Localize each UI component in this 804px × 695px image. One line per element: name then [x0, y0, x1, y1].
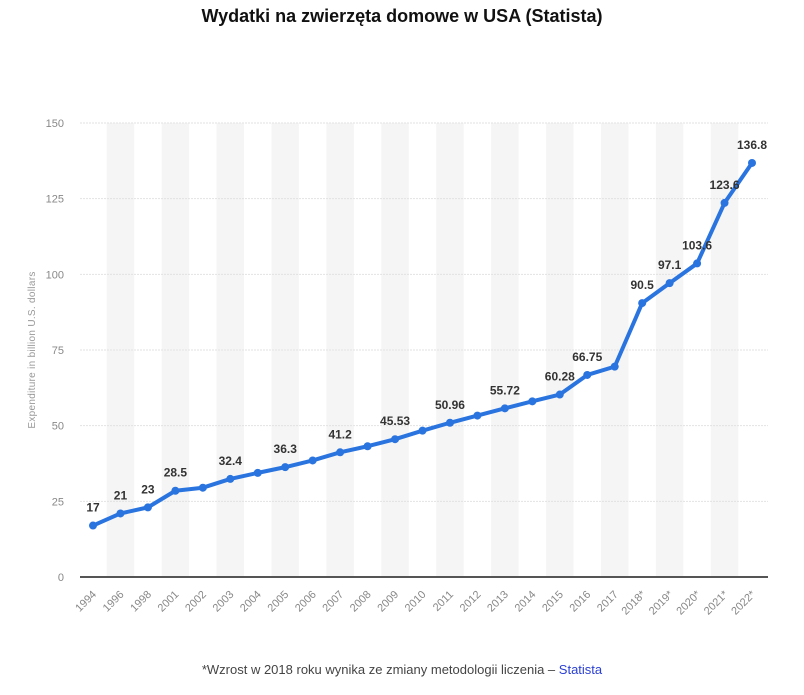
data-label: 45.53 — [380, 414, 410, 428]
y-tick-label: 25 — [52, 496, 64, 508]
data-point — [720, 198, 729, 207]
data-label: 17 — [86, 501, 100, 515]
data-label: 50.96 — [435, 398, 465, 412]
footnote-text: *Wzrost w 2018 roku wynika ze zmiany met… — [201, 662, 559, 677]
data-point — [555, 390, 564, 399]
data-point — [336, 448, 345, 457]
y-tick-label: 150 — [46, 118, 64, 130]
y-tick-label: 125 — [46, 194, 64, 206]
data-point — [308, 456, 317, 465]
data-point — [528, 397, 537, 406]
x-tick-label: 1996 — [101, 589, 127, 615]
x-tick-label: 2020* — [674, 588, 703, 617]
series-line — [92, 161, 754, 528]
data-point — [473, 411, 482, 420]
x-tick-label: 2001 — [156, 589, 182, 615]
data-label: 55.72 — [490, 383, 520, 397]
x-tick-label: 2002 — [183, 589, 209, 615]
data-point — [665, 279, 674, 288]
x-tick-label: 2007 — [320, 589, 346, 615]
data-point — [748, 158, 756, 167]
data-point — [693, 259, 702, 268]
x-tick-label: 2012 — [458, 589, 484, 615]
data-point — [116, 509, 125, 518]
x-tick-label: 2003 — [211, 589, 237, 615]
data-point — [638, 299, 647, 308]
data-points — [89, 158, 756, 530]
data-point — [143, 503, 152, 512]
data-label: 28.5 — [164, 466, 188, 480]
y-tick-label: 0 — [58, 572, 64, 584]
x-tick-label: 2013 — [485, 589, 511, 615]
data-label: 32.4 — [219, 454, 243, 468]
data-label: 103.6 — [682, 238, 712, 252]
x-tick-label: 2016 — [568, 589, 594, 615]
data-label: 60.28 — [545, 370, 575, 384]
data-point — [583, 370, 592, 379]
band — [546, 123, 574, 577]
x-tick-label: 2014 — [513, 589, 539, 615]
band — [710, 123, 739, 577]
source-link[interactable]: Statista — [558, 662, 603, 677]
data-point — [253, 468, 262, 477]
x-tick-label: 2008 — [348, 589, 374, 615]
x-tick-label: 2011 — [431, 589, 456, 614]
x-tick-label: 2019* — [647, 588, 676, 617]
x-tick-label: 2015 — [540, 589, 566, 615]
data-label: 23 — [141, 482, 155, 496]
data-label: 41.2 — [328, 427, 352, 441]
data-point — [363, 442, 372, 451]
data-labels: 17 21 23 28.5 32.4 36.3 41.2 45.53 50.96 55.72 60.… — [86, 138, 767, 515]
data-label: 36.3 — [274, 442, 298, 456]
data-point — [281, 463, 290, 472]
data-point — [226, 474, 235, 483]
data-label: 136.8 — [737, 138, 767, 152]
x-tick-label: 2006 — [293, 589, 319, 615]
x-tick-label: 2009 — [375, 589, 401, 615]
data-label: 21 — [114, 488, 128, 502]
x-axis-ticks: 1994 1996 1998 2001 2002 2003 2004 2005 2006 2007… — [73, 588, 758, 617]
y-axis-label: Expenditure in billion U.S. dollars — [27, 271, 38, 428]
gridlines — [80, 122, 768, 578]
data-point — [171, 486, 180, 495]
data-point — [391, 435, 400, 444]
data-label: 90.5 — [630, 278, 654, 292]
data-point — [198, 483, 207, 492]
data-label: 66.75 — [572, 350, 602, 364]
x-tick-label: 1998 — [128, 589, 154, 615]
x-tick-label: 2004 — [238, 589, 264, 615]
data-point — [89, 521, 97, 530]
y-tick-label: 50 — [52, 421, 64, 433]
x-tick-label: 1994 — [73, 589, 99, 615]
data-point — [445, 418, 454, 427]
y-axis-ticks: 0 25 50 75 100 125 150 — [46, 118, 64, 584]
data-point — [500, 404, 509, 413]
x-tick-label: 2017 — [595, 589, 621, 615]
data-point — [610, 362, 619, 371]
footnote: *Wzrost w 2018 roku wynika ze zmiany met… — [0, 662, 804, 677]
data-point — [418, 426, 427, 435]
x-tick-label: 2010 — [403, 589, 429, 615]
chart-title: Wydatki na zwierzęta domowe w USA (Stati… — [201, 6, 603, 26]
data-label: 97.1 — [658, 258, 682, 272]
y-tick-label: 75 — [52, 345, 64, 357]
data-label: 123.6 — [710, 178, 740, 192]
x-tick-label: 2005 — [266, 589, 292, 615]
x-tick-label: 2021* — [702, 588, 731, 617]
band — [161, 123, 190, 577]
x-tick-label: 2022* — [729, 588, 758, 617]
x-tick-label: 2018* — [619, 588, 648, 617]
y-tick-label: 100 — [46, 269, 64, 281]
